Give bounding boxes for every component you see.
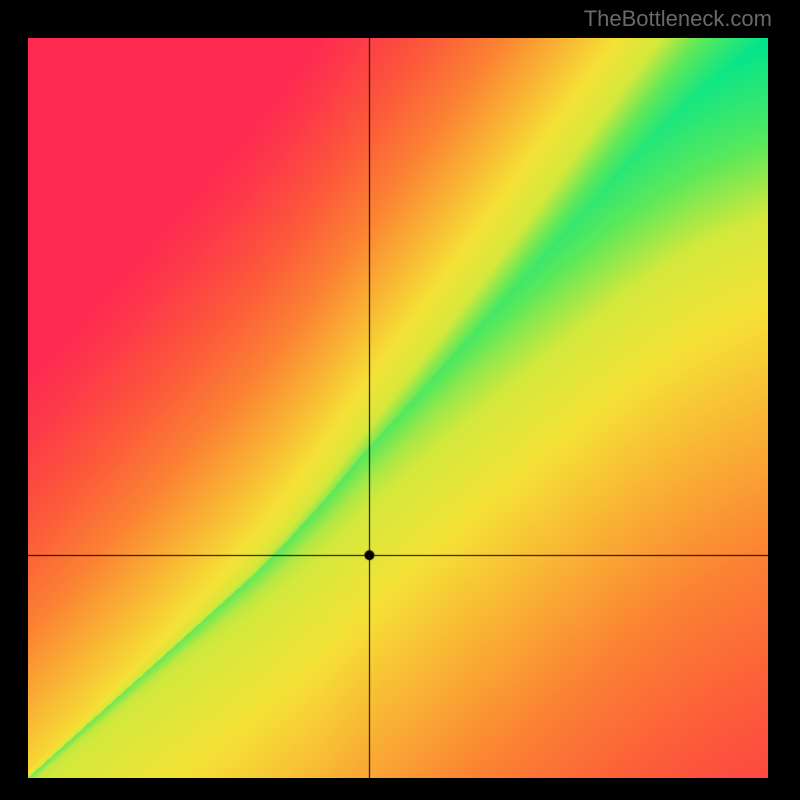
heatmap-canvas [28, 38, 768, 778]
heatmap-plot [28, 38, 768, 778]
watermark-text: TheBottleneck.com [584, 6, 772, 32]
